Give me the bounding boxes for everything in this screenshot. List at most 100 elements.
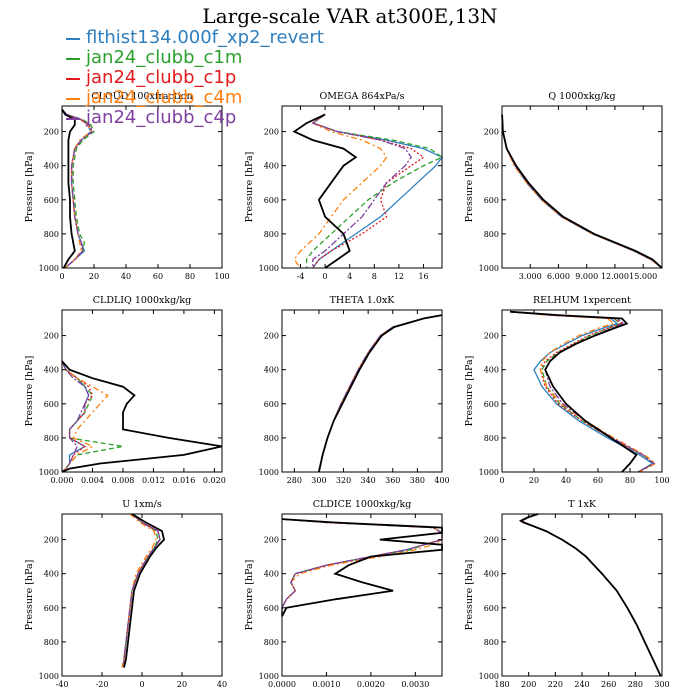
x-tick-label: 6.000 [547,272,570,281]
panel: 280 300 320 340 360 380 400 200 400 600 800 1000 THE… [259,295,450,485]
x-tick-label: 360 [385,476,400,485]
y-axis-label: Pressure [hPa] [24,560,35,631]
series-line [501,114,663,269]
y-tick-label: 600 [44,400,59,409]
y-tick-label: 1000 [39,468,59,477]
series-line [61,360,223,473]
y-tick-label: 200 [264,332,279,341]
y-tick-label: 1000 [259,468,279,477]
x-tick-label: 12.000 [601,272,629,281]
series-line [61,360,90,473]
x-tick-label: 340 [361,476,376,485]
x-tick-label: 100 [214,272,229,281]
x-tick-label: 100 [654,476,669,485]
series-line [520,513,662,677]
x-tick-label: 0.016 [172,476,195,485]
series-line [61,109,92,269]
series-line [123,513,161,668]
y-tick-label: 200 [484,332,499,341]
plot-frame [281,513,443,677]
y-tick-label: 800 [264,230,279,239]
x-tick-label: 300 [311,476,326,485]
series-line [318,314,443,473]
plot-frame [61,513,223,677]
y-axis-label: Pressure [hPa] [244,560,255,631]
series-line [281,518,443,617]
x-tick-label: 220 [548,680,563,689]
panel-title: T 1xK [568,499,597,510]
x-tick-label: 0 [323,272,328,281]
x-tick-label: 20 [529,476,539,485]
x-tick-label: -4 [297,272,305,281]
legend-label: jan24_clubb_c4p [86,107,237,128]
series-line [501,114,663,269]
y-tick-label: 200 [44,536,59,545]
y-axis-label: Pressure [hPa] [244,152,255,223]
series-line [61,108,95,269]
series-line [281,518,443,617]
y-tick-label: 400 [264,162,279,171]
y-tick-label: 600 [484,604,499,613]
y-axis-label: Pressure [hPa] [24,152,35,223]
plot-frame [61,309,223,473]
x-tick-label: 9.000 [575,272,598,281]
series-line [311,113,412,268]
series-line [509,311,657,473]
panel: -40 -20 0 20 40 200 400 600 800 1000 U 1xm/s Pressu… [24,499,227,689]
series-line [121,513,159,668]
series-line [123,513,161,668]
panel-title: CLDICE 1000xkg/kg [313,499,412,510]
x-tick-label: 40 [121,272,131,281]
legend-label: flthist134.000f_xp2_revert [86,27,324,48]
x-tick-label: 40 [561,476,571,485]
legend-swatch [66,98,80,100]
x-tick-label: 4 [347,272,352,281]
y-tick-label: 400 [264,366,279,375]
x-tick-label: 15.000 [629,272,657,281]
y-tick-label: 1000 [39,264,59,273]
panel-title: OMEGA 864xPa/s [319,91,404,102]
y-tick-label: 400 [264,570,279,579]
panel: 180 200 220 240 260 280 300 200 400 600 800 1000 T 1… [464,499,670,689]
y-tick-label: 200 [264,128,279,137]
y-tick-label: 200 [484,536,499,545]
page-title: Large-scale VAR at300E,13N [202,4,498,28]
y-tick-label: 200 [44,332,59,341]
x-tick-label: 0.020 [203,476,226,485]
x-tick-label: 0.0020 [357,680,385,689]
series-line [293,113,388,269]
series-line [123,513,161,668]
y-tick-label: 200 [484,128,499,137]
x-tick-label: 3.000 [519,272,542,281]
series-line [501,114,663,269]
y-tick-label: 800 [44,638,59,647]
x-tick-label: 0 [59,272,64,281]
y-tick-label: 400 [484,570,499,579]
plot-frame [501,309,663,473]
y-tick-label: 1000 [479,264,499,273]
series-line [518,513,662,677]
y-tick-label: 1000 [259,672,279,681]
x-tick-label: 0 [499,476,504,485]
x-tick-label: 0.0000 [268,680,296,689]
y-tick-label: 800 [264,638,279,647]
legend-swatch [66,78,80,80]
series-line [520,513,662,677]
x-tick-label: 12 [394,272,404,281]
y-tick-label: 800 [484,230,499,239]
x-tick-label: 400 [434,476,449,485]
y-tick-label: 400 [484,162,499,171]
y-tick-label: 1000 [479,672,499,681]
plot-frame [281,105,443,269]
y-tick-label: 600 [484,400,499,409]
y-axis-label: Pressure [hPa] [24,356,35,427]
legend-swatch [66,118,80,120]
series-line [281,518,443,617]
panel-title: THETA 1.0xK [330,295,396,306]
series-line [311,113,425,269]
y-axis-label: Pressure [hPa] [464,152,475,223]
legend-swatch [66,58,80,60]
panel-title: U 1xm/s [122,499,162,510]
series-line [305,113,444,268]
legend-label: jan24_clubb_c1p [86,67,237,88]
